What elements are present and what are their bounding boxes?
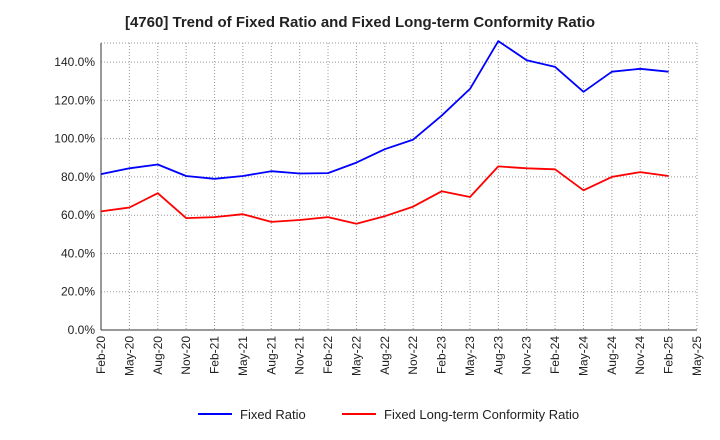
series-line-fixed-ratio <box>100 40 669 180</box>
x-tick-label: May-21 <box>236 336 250 376</box>
x-tick-label: Aug-20 <box>151 336 165 375</box>
y-tick-label: 120.0% <box>54 93 95 107</box>
x-tick-label: Feb-21 <box>208 336 222 374</box>
y-tick-label: 100.0% <box>54 132 95 146</box>
x-tick-label: Nov-22 <box>406 336 420 375</box>
x-tick-label: Nov-24 <box>633 336 647 375</box>
legend-label: Fixed Long-term Conformity Ratio <box>384 407 579 422</box>
x-tick-label: Feb-20 <box>94 336 108 374</box>
legend: Fixed Ratio Fixed Long-term Conformity Ra… <box>198 407 579 422</box>
x-tick-label: May-23 <box>463 336 477 376</box>
y-tick-label: 60.0% <box>61 208 95 222</box>
x-tick-label: Nov-21 <box>293 336 307 375</box>
x-tick-label: Feb-23 <box>435 336 449 374</box>
axes <box>100 43 697 331</box>
x-tick-label: Aug-22 <box>378 336 392 375</box>
grid-lines <box>100 42 698 331</box>
y-tick-label: 140.0% <box>54 55 95 69</box>
chart-title: [4760] Trend of Fixed Ratio and Fixed Lo… <box>124 14 596 31</box>
x-tick-label: Aug-21 <box>264 336 278 375</box>
y-tick-label: 80.0% <box>61 170 95 184</box>
y-tick-labels: 0.0% 20.0% 40.0% 60.0% 80.0% 100.0% 120.0% 140.… <box>54 55 95 337</box>
x-tick-label: Feb-22 <box>321 336 335 374</box>
x-tick-label: Feb-25 <box>662 336 676 374</box>
x-tick-label: May-20 <box>122 336 136 376</box>
x-tick-label: Nov-20 <box>179 336 193 375</box>
y-tick-label: 20.0% <box>61 285 95 299</box>
y-tick-label: 40.0% <box>61 246 95 260</box>
x-tick-label: May-22 <box>349 336 363 376</box>
x-tick-label: May-24 <box>576 336 590 376</box>
x-tick-label: Aug-23 <box>491 336 505 375</box>
x-tick-label: Nov-23 <box>520 336 534 375</box>
x-tick-labels: Feb-20 May-20 Aug-20 Nov-20 Feb-21 May-21 Aug-… <box>94 336 704 376</box>
x-tick-label: Aug-24 <box>605 336 619 375</box>
y-tick-label: 0.0% <box>68 323 96 337</box>
series-line-fixed-long-term-conformity-ratio <box>100 165 669 225</box>
x-tick-label: May-25 <box>690 336 704 376</box>
x-tick-label: Feb-24 <box>548 336 562 374</box>
legend-label: Fixed Ratio <box>240 407 306 422</box>
series-lines <box>100 40 669 225</box>
